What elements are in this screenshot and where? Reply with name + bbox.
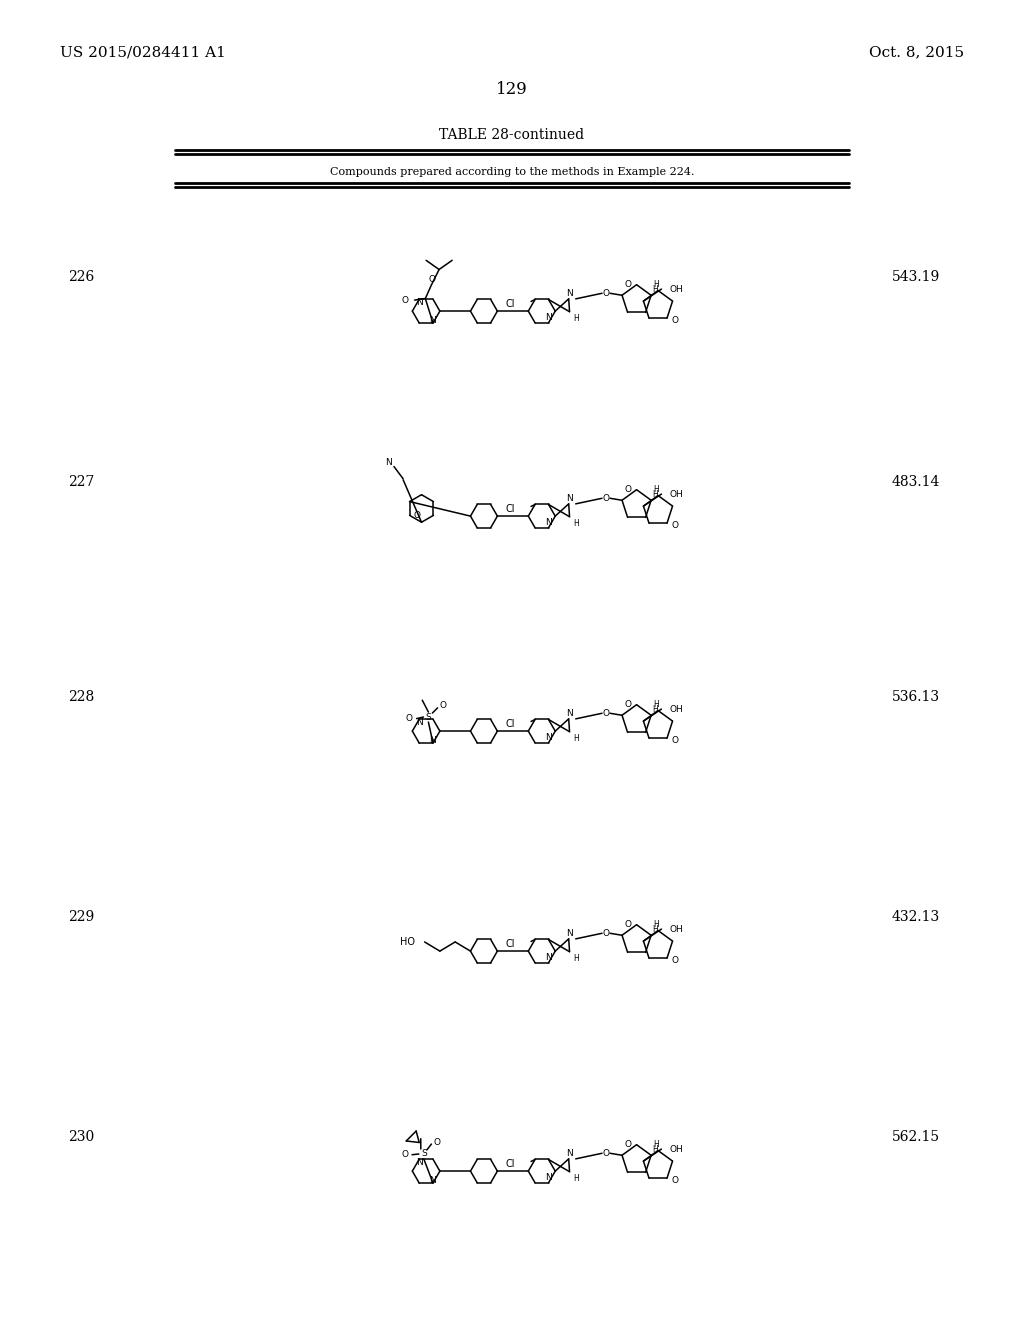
Text: H: H [652,705,658,714]
Text: O: O [433,1138,440,1147]
Text: TABLE 28-continued: TABLE 28-continued [439,128,585,143]
Text: H: H [652,1144,658,1154]
Text: H: H [573,519,580,528]
Text: OH: OH [670,285,683,293]
Text: O: O [414,511,421,520]
Text: OH: OH [670,1144,683,1154]
Text: Cl: Cl [506,504,515,515]
Text: Compounds prepared according to the methods in Example 224.: Compounds prepared according to the meth… [330,168,694,177]
Text: H: H [653,700,658,709]
Text: O: O [429,275,436,284]
Text: OH: OH [670,490,683,499]
Text: H: H [653,280,658,289]
Text: O: O [602,929,609,937]
Text: N: N [416,298,423,306]
Text: O: O [672,956,679,965]
Text: N: N [430,735,436,744]
Text: 562.15: 562.15 [892,1130,940,1144]
Text: N: N [566,1150,573,1159]
Text: O: O [625,486,632,494]
Text: 230: 230 [68,1130,94,1144]
Text: O: O [672,1176,679,1184]
Text: N: N [545,953,552,962]
Text: N: N [545,313,552,322]
Text: Cl: Cl [506,1159,515,1170]
Text: N: N [430,1176,436,1184]
Text: 226: 226 [68,271,94,284]
Text: O: O [672,520,679,529]
Text: O: O [401,1150,408,1159]
Text: H: H [652,925,658,933]
Text: N: N [566,709,573,718]
Text: HO: HO [399,937,415,946]
Text: H: H [652,490,658,499]
Text: 227: 227 [68,475,94,488]
Text: 432.13: 432.13 [892,909,940,924]
Text: Oct. 8, 2015: Oct. 8, 2015 [869,45,964,59]
Text: 228: 228 [68,690,94,704]
Text: O: O [401,296,409,305]
Text: US 2015/0284411 A1: US 2015/0284411 A1 [60,45,226,59]
Text: H: H [573,954,580,964]
Text: H: H [573,1175,580,1183]
Text: N: N [416,718,423,727]
Text: O: O [625,920,632,929]
Text: N: N [566,929,573,939]
Text: O: O [439,701,446,710]
Text: H: H [653,1140,658,1148]
Text: 536.13: 536.13 [892,690,940,704]
Text: N: N [566,495,573,503]
Text: 483.14: 483.14 [892,475,940,488]
Text: O: O [602,709,609,718]
Text: N: N [545,519,552,527]
Text: H: H [653,484,658,494]
Text: N: N [545,734,552,742]
Text: N: N [385,458,392,467]
Text: 543.19: 543.19 [892,271,940,284]
Text: O: O [672,735,679,744]
Text: H: H [653,920,658,929]
Text: H: H [573,314,580,323]
Text: N: N [566,289,573,298]
Text: N: N [430,315,436,325]
Text: S: S [421,1150,427,1159]
Text: Cl: Cl [506,719,515,730]
Text: Cl: Cl [506,940,515,949]
Text: O: O [625,280,632,289]
Text: 229: 229 [68,909,94,924]
Text: OH: OH [670,924,683,933]
Text: O: O [406,714,413,723]
Text: O: O [602,1148,609,1158]
Text: S: S [426,713,431,722]
Text: H: H [652,285,658,294]
Text: O: O [602,494,609,503]
Text: H: H [573,734,580,743]
Text: OH: OH [670,705,683,714]
Text: O: O [625,1140,632,1150]
Text: O: O [672,315,679,325]
Text: 129: 129 [496,82,528,99]
Text: O: O [625,700,632,709]
Text: N: N [416,1158,423,1167]
Text: O: O [602,289,609,298]
Text: N: N [545,1173,552,1183]
Text: Cl: Cl [506,300,515,309]
